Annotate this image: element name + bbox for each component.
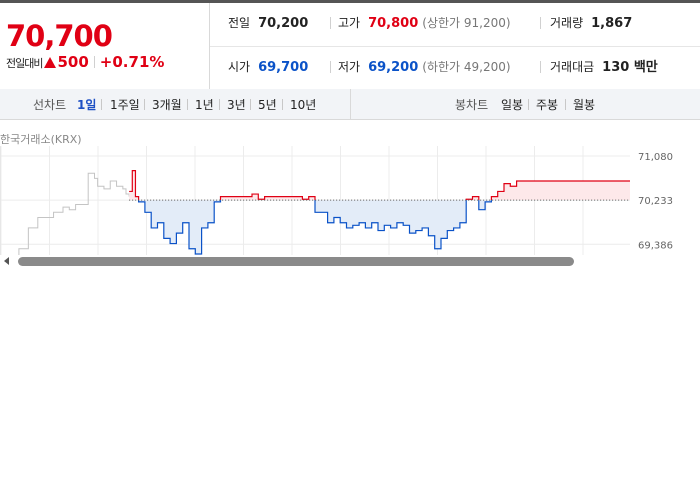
volume-label: 거래량	[550, 16, 584, 30]
period-5y[interactable]: 5년	[258, 98, 277, 112]
area-below-reference	[138, 200, 492, 254]
divider	[101, 99, 102, 110]
current-price: 70,700	[6, 19, 113, 53]
line-chart-label: 선차트	[33, 98, 67, 112]
high-cell: 고가 70,800 (상한가 91,200)	[338, 15, 511, 31]
high-label: 고가	[338, 16, 361, 30]
volume-cell: 거래량 1,867	[550, 15, 632, 31]
period-weekly[interactable]: 주봉	[536, 98, 559, 112]
open-label: 시가	[228, 60, 251, 74]
turnover-cell: 거래대금 130 백만	[550, 59, 658, 75]
divider	[540, 61, 541, 73]
period-1d[interactable]: 1일	[77, 98, 97, 112]
low-label: 저가	[338, 60, 361, 74]
change-percent: +0.71%	[99, 53, 165, 71]
prev-close-value: 70,200	[258, 16, 309, 31]
low-value: 69,200	[368, 60, 419, 75]
period-daily[interactable]: 일봉	[501, 98, 524, 112]
high-value: 70,800	[368, 16, 419, 31]
scroll-left-arrow-icon[interactable]	[4, 257, 9, 265]
data-source: 한국거래소(KRX)	[0, 133, 82, 146]
y-tick-label: 71,080	[638, 152, 673, 163]
grid-divider	[210, 46, 700, 47]
divider	[565, 99, 566, 110]
open-value: 69,700	[258, 60, 309, 75]
upper-limit: (상한가 91,200)	[422, 16, 511, 30]
divider	[330, 61, 331, 73]
divider	[528, 99, 529, 110]
chart-scrollbar[interactable]	[0, 255, 700, 268]
change-label: 전일대비	[6, 57, 43, 70]
open-cell: 시가 69,700	[228, 59, 308, 75]
period-10y[interactable]: 10년	[290, 98, 317, 112]
lower-limit: (하한가 49,200)	[422, 60, 511, 74]
period-1w[interactable]: 1주일	[110, 98, 140, 112]
divider	[219, 99, 220, 110]
divider	[540, 17, 541, 29]
premarket-line	[0, 172, 130, 258]
divider	[187, 99, 188, 110]
candle-chart-label: 봉차트	[455, 98, 489, 112]
turnover-label: 거래대금	[550, 60, 595, 74]
divider	[93, 56, 95, 68]
period-monthly[interactable]: 월봉	[573, 98, 596, 112]
prev-close-label: 전일	[228, 16, 251, 30]
area-above-reference	[129, 170, 630, 201]
divider	[330, 17, 331, 29]
period-3m[interactable]: 3개월	[152, 98, 182, 112]
divider	[144, 99, 145, 110]
volume-value: 1,867	[591, 16, 633, 31]
period-1y[interactable]: 1년	[195, 98, 214, 112]
prev-close-cell: 전일 70,200	[228, 15, 308, 31]
period-3y[interactable]: 3년	[227, 98, 246, 112]
scrollbar-thumb[interactable]	[18, 257, 574, 266]
divider	[282, 99, 283, 110]
period-bar-divider	[350, 89, 351, 119]
price-box: 70,700 전일대비 500 +0.71%	[0, 3, 210, 89]
change-row: 전일대비 500 +0.71%	[6, 53, 164, 71]
change-amount: 500	[57, 53, 89, 71]
low-cell: 저가 69,200 (하한가 49,200)	[338, 59, 511, 75]
price-line-down	[138, 200, 492, 255]
quote-summary: 70,700 전일대비 500 +0.71% 전일 70,200 고가 70,800 (상…	[0, 3, 700, 90]
y-tick-label: 70,233	[638, 196, 673, 207]
divider	[250, 99, 251, 110]
y-tick-label: 69,386	[638, 240, 673, 251]
price-chart-svg: 71,080 70,233 69,386	[0, 146, 673, 258]
up-triangle-icon	[44, 57, 57, 68]
price-line-up	[129, 169, 630, 201]
period-bar: 선차트 1일 1주일 3개월 1년 3년 5년 10년 봉차트 일봉 주봉 월봉	[0, 89, 700, 120]
price-chart: 71,080 70,233 69,386	[0, 146, 700, 258]
turnover-value: 130 백만	[602, 60, 658, 75]
top-border	[0, 0, 700, 3]
